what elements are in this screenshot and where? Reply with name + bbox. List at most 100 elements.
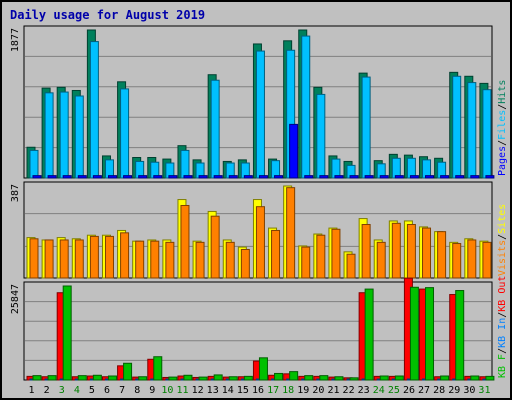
bar-kb-out-day-23 <box>364 288 374 381</box>
legend-entry: / <box>497 234 508 240</box>
bar-files-day-16 <box>255 50 265 179</box>
x-tick-label-day-4: 4 <box>74 385 80 396</box>
x-tick-label-day-8: 8 <box>134 385 140 396</box>
x-tick-label-day-9: 9 <box>149 385 155 396</box>
bar-kb-out-day-6 <box>107 375 117 381</box>
bar-kb-out-day-11 <box>183 374 193 381</box>
bar-files-day-26 <box>406 157 416 179</box>
bar-pages-day-1 <box>32 175 42 179</box>
bar-sites-day-3 <box>59 239 69 279</box>
bar-kb-out-day-17 <box>274 372 284 381</box>
x-tick-label-day-22: 22 <box>343 385 355 396</box>
x-tick-label-day-14: 14 <box>222 385 234 396</box>
bar-kb-out-day-7 <box>123 362 133 381</box>
bar-files-day-20 <box>316 93 326 179</box>
bar-sites-day-22 <box>346 253 356 279</box>
bar-pages-day-29 <box>455 175 465 179</box>
bar-pages-day-11 <box>183 175 193 179</box>
bar-sites-day-2 <box>44 239 54 279</box>
bar-kb-out-day-1 <box>32 375 42 381</box>
y-max-label: 1877 <box>10 28 21 52</box>
x-tick-label-day-30: 30 <box>463 385 475 396</box>
bar-sites-day-10 <box>165 241 175 279</box>
bar-pages-day-9 <box>153 175 163 179</box>
bar-files-day-19 <box>301 35 311 179</box>
bar-sites-day-27 <box>422 227 432 279</box>
bar-kb-out-day-19 <box>304 375 314 381</box>
bar-sites-day-20 <box>316 234 326 279</box>
bar-sites-day-5 <box>89 235 99 279</box>
bar-files-day-25 <box>391 157 401 179</box>
bar-sites-day-4 <box>74 239 84 279</box>
bar-sites-day-11 <box>180 204 190 279</box>
x-tick-label-day-23: 23 <box>358 385 370 396</box>
bar-sites-day-21 <box>331 228 341 279</box>
bar-pages-day-27 <box>425 175 435 179</box>
legend-entry: Visits <box>497 240 508 276</box>
bar-sites-day-14 <box>225 241 235 279</box>
x-tick-label-day-18: 18 <box>282 385 294 396</box>
bar-kb-out-day-26 <box>409 286 419 381</box>
bar-pages-day-12 <box>198 175 208 179</box>
bar-pages-day-22 <box>349 175 359 179</box>
bar-kb-out-day-28 <box>440 375 450 381</box>
bar-pages-day-18 <box>289 123 299 179</box>
chart-title: Daily usage for August 2019 <box>10 8 205 22</box>
bar-kb-out-day-24 <box>379 375 389 381</box>
x-tick-label-day-15: 15 <box>237 385 249 396</box>
bar-sites-day-8 <box>135 240 145 279</box>
bar-kb-out-day-29 <box>455 290 465 381</box>
bar-pages-day-6 <box>107 175 117 179</box>
x-tick-label-day-7: 7 <box>119 385 125 396</box>
bar-sites-day-25 <box>391 222 401 279</box>
x-tick-label-day-6: 6 <box>104 385 110 396</box>
bar-kb-out-day-9 <box>153 356 163 381</box>
bar-sites-day-30 <box>467 239 477 279</box>
bar-pages-day-4 <box>77 175 87 179</box>
x-tick-label-day-25: 25 <box>388 385 400 396</box>
bar-sites-day-18 <box>286 187 296 279</box>
x-tick-label-day-21: 21 <box>327 385 339 396</box>
bar-kb-out-day-13 <box>213 374 223 381</box>
bar-kb-out-day-8 <box>138 376 148 381</box>
x-tick-label-day-20: 20 <box>312 385 324 396</box>
x-tick-label-day-26: 26 <box>403 385 415 396</box>
bar-files-day-30 <box>467 82 477 179</box>
legend-entry: KB F <box>497 354 508 378</box>
bar-pages-day-28 <box>440 175 450 179</box>
x-tick-label-day-16: 16 <box>252 385 264 396</box>
y-max-label: 387 <box>10 184 21 202</box>
x-tick-label-day-19: 19 <box>297 385 309 396</box>
bar-pages-day-3 <box>62 175 72 179</box>
x-tick-label-day-31: 31 <box>478 385 490 396</box>
bar-sites-day-7 <box>120 232 130 279</box>
bar-sites-day-26 <box>406 224 416 279</box>
bar-kb-out-day-30 <box>470 375 480 381</box>
bar-pages-day-23 <box>364 175 374 179</box>
x-tick-label-day-2: 2 <box>44 385 50 396</box>
x-tick-label-day-12: 12 <box>192 385 204 396</box>
legend-entry: / <box>497 140 508 146</box>
legend-entry: KB Out <box>497 276 508 312</box>
bar-kb-out-day-14 <box>228 376 238 381</box>
x-tick-label-day-5: 5 <box>89 385 95 396</box>
bar-kb-out-day-21 <box>334 376 344 381</box>
bar-pages-day-2 <box>47 175 57 179</box>
bar-files-day-7 <box>120 88 130 179</box>
bar-files-day-23 <box>361 76 371 179</box>
bar-sites-day-19 <box>301 246 311 279</box>
bar-pages-day-19 <box>304 175 314 179</box>
legend-entry: / <box>497 104 508 110</box>
bar-files-day-11 <box>180 149 190 179</box>
bar-kb-out-day-10 <box>168 376 178 381</box>
bar-pages-day-15 <box>243 175 253 179</box>
legend-entry: KB In <box>497 318 508 348</box>
bar-pages-day-14 <box>228 175 238 179</box>
bar-kb-out-day-18 <box>289 371 299 381</box>
legend-entry: / <box>497 312 508 318</box>
bar-kb-out-day-15 <box>243 375 253 381</box>
bar-sites-day-29 <box>452 243 462 279</box>
